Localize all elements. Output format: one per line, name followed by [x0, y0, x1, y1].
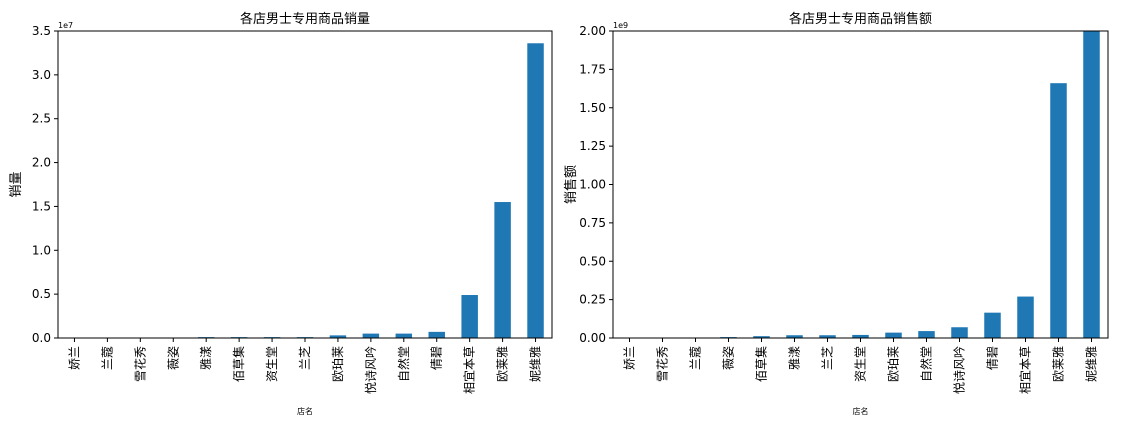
chart2-bar [786, 335, 803, 338]
chart2-x-tick-label: 薇姿 [722, 346, 736, 370]
chart1-x-tick-label: 雪花秀 [132, 346, 147, 382]
chart2-y-tick-label: 2.00 [579, 24, 606, 38]
chart2-x-tick-label: 悦诗风吟 [952, 346, 967, 394]
chart2-bar [819, 335, 836, 338]
chart1-bar [461, 295, 478, 338]
chart1-x-tick-label: 自然堂 [396, 346, 411, 382]
chart1-x-axis-label: 店名 [297, 406, 313, 416]
chart1-y-tick-label: 1.0 [32, 243, 51, 257]
chart1-x-tick-label: 佰草集 [231, 346, 246, 382]
chart1-x-tick-label: 相宜本草 [462, 346, 477, 394]
chart2-plot-frame [612, 30, 1109, 339]
chart2-y-tick-label: 1.75 [579, 62, 606, 76]
chart1-y-tick-label: 0.5 [32, 287, 51, 301]
chart1-y-tick-label: 3.5 [32, 24, 51, 38]
chart1-x-tick-label: 欧莱雅 [495, 346, 510, 382]
chart2-bar [852, 334, 869, 338]
chart1-y-tick-label: 0.0 [32, 331, 51, 345]
chart2-bar [1083, 31, 1100, 338]
chart1-x-tick-label: 倩碧 [430, 346, 444, 370]
chart2-x-tick-label: 资生堂 [854, 346, 868, 382]
chart1-x-tick-label: 薇姿 [166, 346, 180, 370]
chart1-bar [329, 335, 347, 338]
chart1-title: 各店男士专用商品销量 [240, 11, 370, 27]
chart2-y-tick-label: 1.50 [579, 101, 606, 115]
chart2-y-tick-label: 0.00 [579, 331, 606, 345]
chart1-y-tick-label: 2.0 [32, 156, 51, 170]
chart2-bar [1050, 83, 1067, 338]
chart1-y-tick-label: 2.5 [32, 112, 51, 126]
chart2-bar [918, 331, 935, 338]
chart2-x-tick-label: 相宜本草 [1018, 346, 1033, 394]
chart2-x-tick-label: 佰草集 [754, 346, 769, 382]
chart1-plot-frame [57, 30, 553, 339]
chart2-x-tick-label: 倩碧 [986, 346, 1000, 370]
chart2-title: 各店男士专用商品销售额 [789, 11, 932, 27]
chart2-x-tick-label: 雪花秀 [655, 346, 670, 382]
chart1-x-tick-label: 悦诗风吟 [363, 346, 378, 394]
chart2-bar [951, 327, 968, 338]
chart2-bar [984, 312, 1001, 338]
chart2-bar [753, 336, 770, 338]
chart2-x-tick-label: 雅漾 [787, 346, 802, 370]
chart2-y-tick-label: 0.75 [579, 216, 606, 230]
chart1-x-tick-label: 妮维雅 [528, 346, 543, 382]
chart2-x-tick-label: 娇兰 [623, 346, 637, 370]
chart1-bar [428, 331, 445, 338]
chart2-x-tick-label: 兰蔻 [689, 346, 703, 370]
chart1-scale-label: 1e7 [58, 21, 73, 30]
chart1-bar [362, 333, 380, 338]
chart2-y-tick-label: 1.25 [579, 139, 606, 153]
chart1-x-tick-label: 雅漾 [198, 346, 213, 370]
chart1-x-tick-label: 资生堂 [265, 346, 279, 382]
chart2-x-tick-label: 妮维雅 [1084, 346, 1099, 382]
chart2-x-tick-label: 欧莱雅 [1051, 346, 1066, 382]
chart1-y-tick-label: 3.0 [32, 68, 51, 82]
chart2-bar [1017, 296, 1034, 338]
chart1-x-tick-label: 兰蔻 [100, 346, 114, 370]
chart1-bar [395, 333, 413, 338]
chart2-scale-label: 1e9 [613, 21, 628, 30]
chart1-bar [494, 202, 511, 338]
chart2-y-tick-label: 0.25 [579, 293, 606, 307]
chart1-y-tick-label: 1.5 [32, 199, 51, 213]
chart2-y-tick-label: 0.50 [579, 254, 606, 268]
chart2-x-tick-label: 欧珀莱 [887, 346, 901, 382]
chart2-bar [885, 332, 902, 338]
chart2-x-tick-label: 自然堂 [919, 346, 934, 382]
chart1-x-tick-label: 兰芝 [297, 346, 312, 370]
chart1-bar [527, 43, 544, 338]
chart1-y-axis-label: 销量 [9, 171, 24, 197]
chart2-x-axis-label: 店名 [853, 406, 869, 416]
chart1-x-tick-label: 欧珀莱 [331, 346, 345, 382]
chart2-y-tick-label: 1.00 [579, 178, 606, 192]
chart2-x-tick-label: 兰芝 [820, 346, 835, 370]
chart1-x-tick-label: 娇兰 [68, 346, 82, 370]
chart2-y-axis-label: 销售额 [563, 165, 579, 204]
